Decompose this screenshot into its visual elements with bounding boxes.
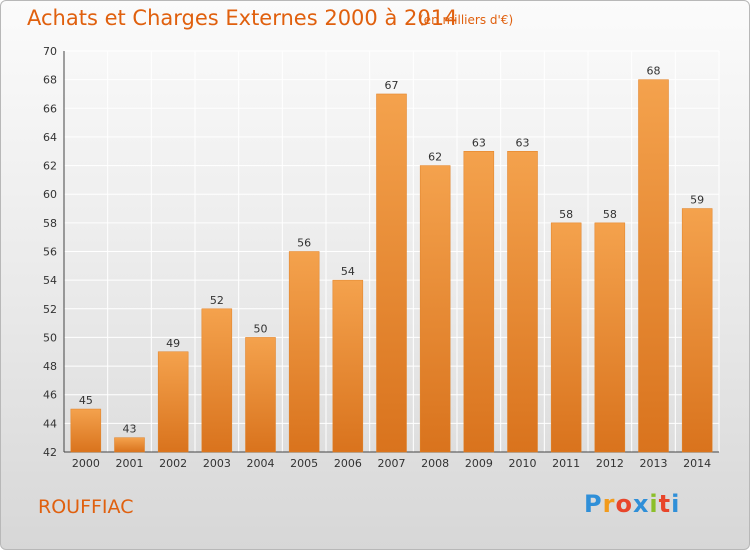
data-label: 54 xyxy=(341,265,355,278)
bar-2005 xyxy=(288,251,320,453)
bar-2009 xyxy=(463,151,495,453)
bar-2011 xyxy=(550,222,582,453)
y-tick-label: 70 xyxy=(43,45,57,58)
y-tick-label: 54 xyxy=(43,274,57,287)
x-tick-label: 2007 xyxy=(378,457,406,470)
y-tick-label: 64 xyxy=(43,131,57,144)
logo-letter: P xyxy=(584,490,603,518)
x-tick-label: 2002 xyxy=(159,457,187,470)
y-tick-label: 44 xyxy=(43,417,57,430)
bar-2006 xyxy=(332,279,364,453)
data-label: 58 xyxy=(559,208,573,221)
x-tick-label: 2012 xyxy=(596,457,624,470)
x-tick-label: 2009 xyxy=(465,457,493,470)
data-label: 62 xyxy=(428,151,442,164)
bar-2013 xyxy=(638,79,669,453)
x-tick-label: 2003 xyxy=(203,457,231,470)
x-tick-label: 2008 xyxy=(421,457,449,470)
logo-letter: t xyxy=(658,490,672,518)
bar-2002 xyxy=(157,351,189,453)
bar-2001 xyxy=(114,437,145,453)
bar-2010 xyxy=(507,151,538,453)
x-tick-label: 2011 xyxy=(552,457,580,470)
bar-2003 xyxy=(201,308,233,453)
data-label: 68 xyxy=(647,65,661,78)
x-tick-label: 2001 xyxy=(116,457,144,470)
x-tick-label: 2013 xyxy=(640,457,668,470)
data-label: 52 xyxy=(210,294,224,307)
logo-letter: o xyxy=(615,490,633,518)
logo-letter: i xyxy=(671,490,681,518)
labels: 42 44 46 48 50 52 54 56 58 60 62 64 66 68 70 45 2000 43 20… xyxy=(43,45,711,470)
y-tick-label: 52 xyxy=(43,303,57,316)
y-tick-label: 48 xyxy=(43,360,57,373)
bars xyxy=(70,79,713,453)
data-label: 56 xyxy=(297,237,311,250)
data-label: 45 xyxy=(79,394,93,407)
bar-2008 xyxy=(419,165,451,453)
x-tick-label: 2000 xyxy=(72,457,100,470)
data-label: 49 xyxy=(166,337,180,350)
y-tick-label: 56 xyxy=(43,246,57,259)
y-tick-label: 46 xyxy=(43,389,57,402)
bar-2007 xyxy=(376,93,407,453)
x-tick-label: 2014 xyxy=(683,457,711,470)
y-tick-label: 42 xyxy=(43,446,57,459)
x-tick-label: 2010 xyxy=(509,457,537,470)
bar-2014 xyxy=(681,208,713,453)
logo-letter: r xyxy=(602,490,616,518)
bar-2012 xyxy=(594,222,626,453)
y-tick-label: 62 xyxy=(43,160,57,173)
logo-letter: x xyxy=(632,490,650,518)
bar-2000 xyxy=(70,408,102,453)
commune-name: ROUFFIAC xyxy=(38,496,134,518)
data-label: 59 xyxy=(690,194,704,207)
bar-2004 xyxy=(245,337,276,453)
chart-subtitle: (en milliers d'€) xyxy=(419,13,514,27)
x-tick-label: 2005 xyxy=(290,457,318,470)
y-tick-label: 66 xyxy=(43,102,57,115)
data-label: 43 xyxy=(123,423,137,436)
y-tick-label: 58 xyxy=(43,217,57,230)
y-tick-label: 60 xyxy=(43,188,57,201)
y-tick-label: 68 xyxy=(43,74,57,87)
data-label: 50 xyxy=(254,322,268,335)
data-label: 58 xyxy=(603,208,617,221)
x-tick-label: 2006 xyxy=(334,457,362,470)
data-label: 63 xyxy=(472,136,486,149)
x-tick-label: 2004 xyxy=(247,457,275,470)
logo-letter: i xyxy=(649,490,659,518)
data-label: 67 xyxy=(385,79,399,92)
chart-title: Achats et Charges Externes 2000 à 2014 xyxy=(27,6,458,30)
y-tick-label: 50 xyxy=(43,331,57,344)
proxiti-logo: Proxiti xyxy=(584,490,680,518)
data-label: 63 xyxy=(516,136,530,149)
